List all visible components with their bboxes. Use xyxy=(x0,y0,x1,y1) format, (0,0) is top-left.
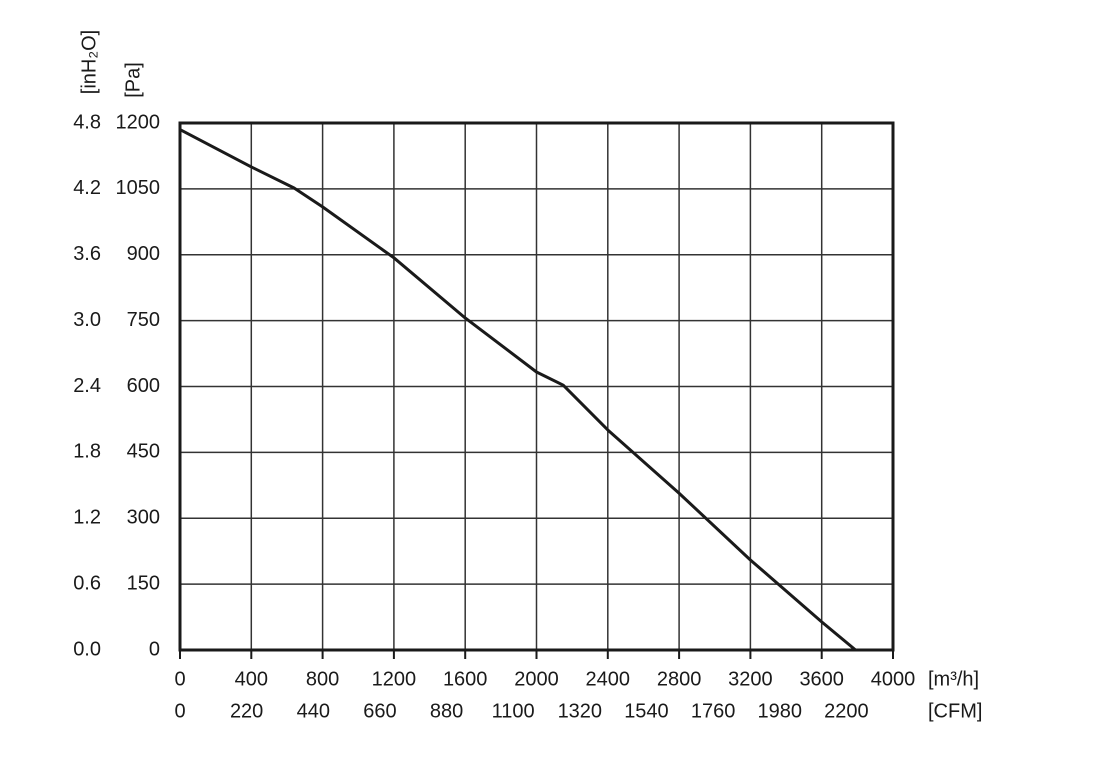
x2-tick-label: 1980 xyxy=(757,700,802,722)
y-axis-label: [Pa] xyxy=(122,62,144,98)
y2-tick-label: 1.2 xyxy=(73,507,101,529)
y2-tick-label: 4.2 xyxy=(73,177,101,199)
x-tick-label: 0 xyxy=(174,668,185,690)
x2-tick-label: 660 xyxy=(363,700,396,722)
y-tick-label: 1200 xyxy=(116,111,161,133)
x-axis-label: [m³/h] xyxy=(928,668,979,690)
x-tick-label: 2400 xyxy=(586,668,631,690)
y2-tick-label: 0.6 xyxy=(73,572,101,594)
y-tick-label: 600 xyxy=(127,375,160,397)
curve xyxy=(179,128,857,652)
x2-tick-label: 880 xyxy=(430,700,463,722)
y2-tick-label: 3.6 xyxy=(73,243,101,265)
y2-tick-label: 1.8 xyxy=(73,441,101,463)
x2-tick-label: 0 xyxy=(174,700,185,722)
x-tick-label: 3200 xyxy=(728,668,773,690)
y2-tick-label: 0.0 xyxy=(73,638,101,660)
x-tick-label: 1600 xyxy=(443,668,488,690)
y2-tick-label: 2.4 xyxy=(73,375,101,397)
y-tick-label: 450 xyxy=(127,441,160,463)
y-tick-label: 1050 xyxy=(116,177,161,199)
x2-tick-label: 1320 xyxy=(558,700,603,722)
x-tick-label: 4000 xyxy=(871,668,916,690)
x2-tick-label: 1540 xyxy=(624,700,669,722)
x-tick-label: 800 xyxy=(306,668,339,690)
x2-tick-label: 220 xyxy=(230,700,263,722)
x-tick-label: 2800 xyxy=(657,668,702,690)
x-tick-label: 400 xyxy=(235,668,268,690)
x2-axis-label: [CFM] xyxy=(928,700,982,722)
y-tick-label: 150 xyxy=(127,572,160,594)
x-tick-label: 2000 xyxy=(514,668,559,690)
y2-tick-label: 3.0 xyxy=(73,309,101,331)
y-tick-label: 900 xyxy=(127,243,160,265)
x-tick-label: 3600 xyxy=(799,668,844,690)
y-tick-label: 750 xyxy=(127,309,160,331)
x-tick-label: 1200 xyxy=(372,668,417,690)
x2-tick-label: 1760 xyxy=(691,700,736,722)
y-tick-label: 0 xyxy=(149,638,160,660)
x2-tick-label: 2200 xyxy=(824,700,869,722)
x2-tick-label: 1100 xyxy=(492,700,535,722)
x2-tick-label: 440 xyxy=(297,700,330,722)
plot-frame xyxy=(178,121,895,652)
y-tick-label: 300 xyxy=(127,507,160,529)
y2-axis-label: [inH₂O] xyxy=(78,30,100,94)
y2-tick-label: 4.8 xyxy=(73,111,101,133)
